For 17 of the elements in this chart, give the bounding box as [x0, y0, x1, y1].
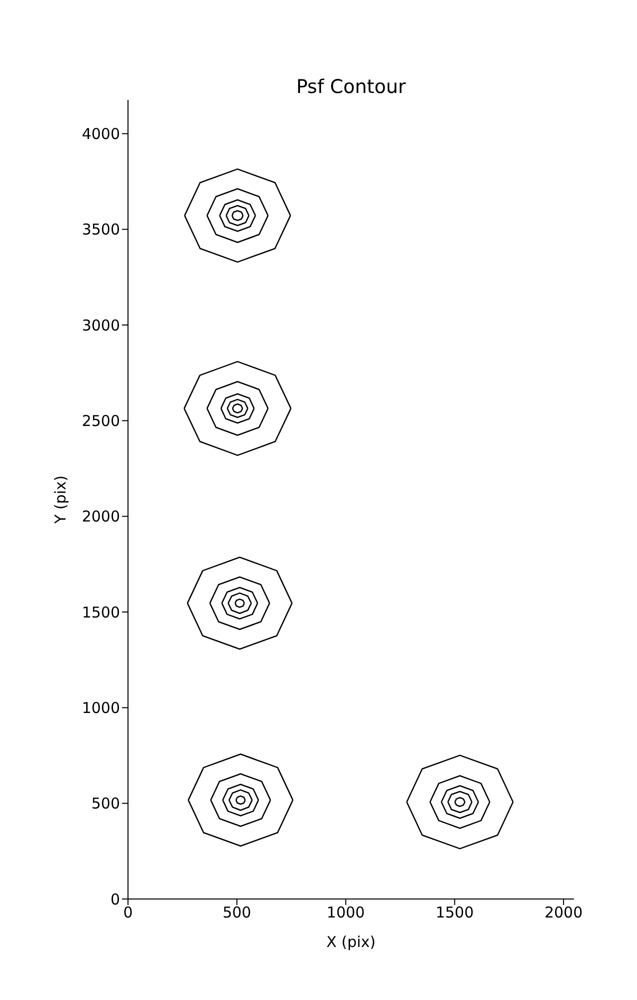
y-tick-label: 2500 [82, 412, 120, 430]
y-tick-label: 1000 [82, 698, 120, 717]
y-tick-label: 0 [110, 890, 120, 908]
y-tick-label: 4000 [82, 125, 120, 143]
y-tick-label: 2000 [82, 508, 120, 526]
x-tick-label: 1000 [326, 904, 365, 922]
y-tick-label: 3000 [82, 316, 120, 334]
x-tick-label: 2000 [544, 904, 583, 922]
x-tick-label: 500 [222, 904, 252, 922]
chart-title: Psf Contour [295, 76, 407, 98]
x-tick-label: 0 [123, 904, 133, 922]
y-axis-title: Y (pix) [51, 475, 70, 525]
x-axis-title: X (pix) [326, 933, 376, 951]
y-tick-label: 1500 [82, 603, 120, 622]
y-tick-label: 500 [91, 794, 120, 813]
y-tick-label: 3500 [82, 220, 120, 239]
x-tick-label: 1500 [436, 904, 474, 922]
